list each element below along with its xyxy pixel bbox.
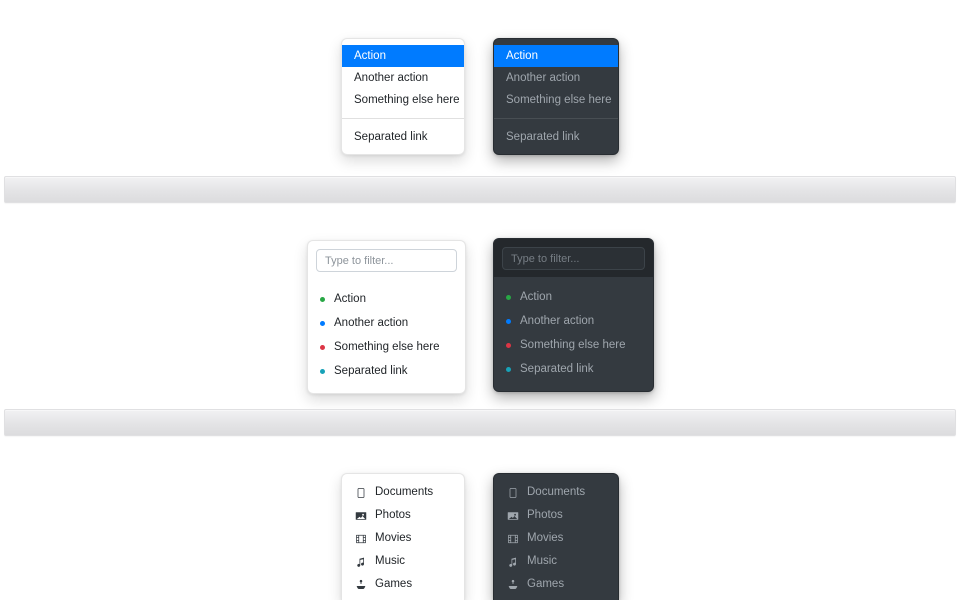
joystick-icon (506, 578, 519, 591)
film-icon (354, 532, 367, 545)
filter-item-label: Something else here (520, 339, 626, 351)
filter-item-label: Another action (520, 315, 595, 327)
menu-list: Action Another action Something else her… (342, 39, 464, 154)
filter-item-action[interactable]: Action (494, 285, 653, 309)
filter-menu-light: Action Another action Something else her… (307, 240, 466, 394)
filter-item-another-action[interactable]: Another action (494, 309, 653, 333)
icon-menu-item-movies[interactable]: Movies (342, 527, 464, 550)
status-dot-red (320, 344, 325, 350)
icon-menu-item-photos[interactable]: Photos (494, 504, 618, 527)
filter-menu-dark: Action Another action Something else her… (493, 238, 654, 392)
icon-menu-item-documents[interactable]: Documents (342, 481, 464, 504)
menu-item-action[interactable]: Action (342, 45, 464, 67)
menu-item-something-else-here[interactable]: Something else here (354, 94, 460, 106)
filter-list: Action Another action Something else her… (494, 277, 653, 391)
icon-menu-item-label: Photos (375, 509, 411, 521)
icon-menu-item-games[interactable]: Games (494, 573, 618, 596)
dropdown-menu-light: Action Another action Something else her… (341, 38, 465, 155)
filter-item-separated-link[interactable]: Separated link (494, 357, 653, 381)
filter-item-label: Separated link (520, 363, 594, 375)
icon-menu-item-label: Documents (527, 486, 586, 498)
menu-divider (494, 118, 618, 119)
menu-item-another-action[interactable]: Another action (354, 72, 429, 84)
icon-menu-item-label: Movies (375, 532, 412, 544)
menu-list: Action Another action Something else her… (494, 39, 618, 154)
status-dot-green (506, 294, 511, 300)
menu-item-something-else-here[interactable]: Something else here (506, 94, 612, 106)
filter-input[interactable] (316, 249, 457, 272)
filter-item-label: Action (334, 293, 366, 305)
icon-menu-light: Documents Photos Movies Music (341, 473, 465, 600)
icon-menu-item-label: Movies (527, 532, 564, 544)
filter-input[interactable] (502, 247, 645, 270)
photo-icon (354, 509, 367, 522)
filter-item-another-action[interactable]: Another action (308, 311, 465, 335)
music-note-icon (354, 555, 367, 568)
status-dot-blue (506, 318, 511, 324)
status-dot-red (506, 342, 511, 348)
document-icon (354, 486, 367, 499)
icon-menu-item-label: Documents (375, 486, 434, 498)
music-note-icon (506, 555, 519, 568)
filter-list: Action Another action Something else her… (308, 279, 465, 393)
filter-header (308, 241, 465, 279)
filter-item-label: Separated link (334, 365, 408, 377)
icon-menu-item-label: Games (527, 578, 565, 590)
icon-menu-item-label: Photos (527, 509, 563, 521)
status-dot-cyan (506, 366, 511, 372)
dropdown-menu-dark: Action Another action Something else her… (493, 38, 619, 155)
icon-menu-item-label: Music (527, 555, 558, 567)
icon-menu-item-music[interactable]: Music (342, 550, 464, 573)
icon-list: Documents Photos Movies Music (342, 474, 464, 600)
icon-menu-item-documents[interactable]: Documents (494, 481, 618, 504)
icon-menu-item-label: Games (375, 578, 413, 590)
filter-item-something-else-here[interactable]: Something else here (308, 335, 465, 359)
filter-item-something-else-here[interactable]: Something else here (494, 333, 653, 357)
icon-menu-item-photos[interactable]: Photos (342, 504, 464, 527)
section-divider-2 (4, 409, 956, 436)
menu-item-separated-link[interactable]: Separated link (354, 131, 428, 143)
filter-item-label: Action (520, 291, 552, 303)
status-dot-blue (320, 320, 325, 326)
joystick-icon (354, 578, 367, 591)
filter-header (494, 239, 653, 277)
menu-item-action[interactable]: Action (494, 45, 618, 67)
film-icon (506, 532, 519, 545)
menu-item-separated-link[interactable]: Separated link (506, 131, 580, 143)
menu-item-another-action[interactable]: Another action (506, 72, 581, 84)
document-icon (506, 486, 519, 499)
icon-list: Documents Photos Movies Music (494, 474, 618, 600)
status-dot-green (320, 296, 325, 302)
status-dot-cyan (320, 368, 325, 374)
section-divider-1 (4, 176, 956, 203)
photo-icon (506, 509, 519, 522)
menu-divider (342, 118, 464, 119)
filter-item-label: Something else here (334, 341, 440, 353)
filter-item-separated-link[interactable]: Separated link (308, 359, 465, 383)
icon-menu-item-games[interactable]: Games (342, 573, 464, 596)
icon-menu-dark: Documents Photos Movies Music (493, 473, 619, 600)
filter-item-action[interactable]: Action (308, 287, 465, 311)
filter-item-label: Another action (334, 317, 409, 329)
icon-menu-item-movies[interactable]: Movies (494, 527, 618, 550)
icon-menu-item-label: Music (375, 555, 406, 567)
icon-menu-item-music[interactable]: Music (494, 550, 618, 573)
